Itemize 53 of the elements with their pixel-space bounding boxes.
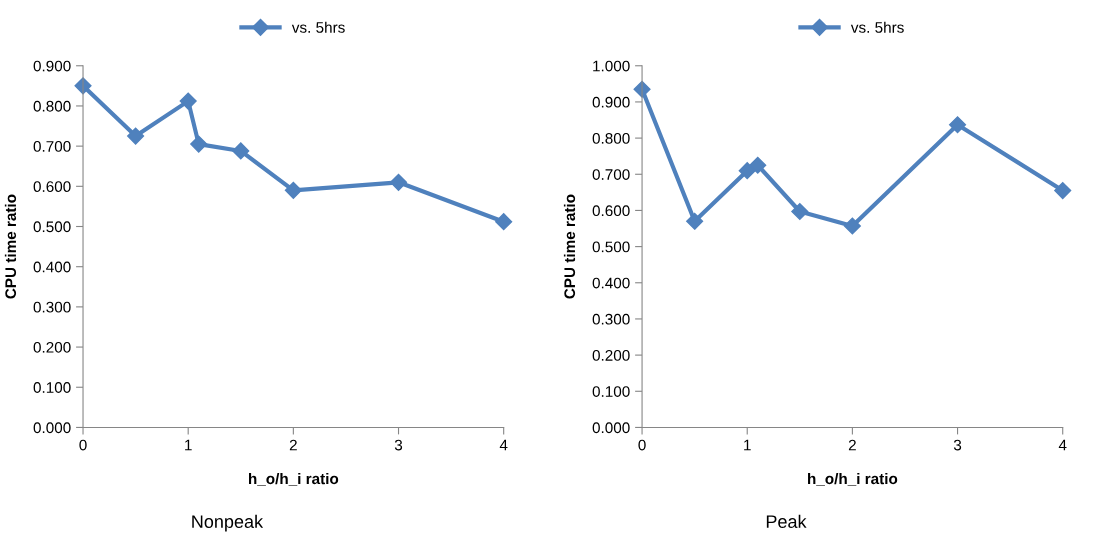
text: Peak xyxy=(766,514,807,528)
x-axis-title: h_o/h_i ratio xyxy=(808,472,898,486)
y-tick-label: 1.000 xyxy=(593,60,630,72)
x-tick-label: 4 xyxy=(499,439,508,451)
y-tick-label: 0.200 xyxy=(33,341,71,353)
y-tick-label: 0.700 xyxy=(592,169,630,180)
y-tick-label: 0.700 xyxy=(33,141,71,152)
x-tick-label: 1 xyxy=(185,439,192,451)
point xyxy=(232,142,250,160)
y-tick-label: 0.400 xyxy=(33,261,71,273)
y-tick-label: 0.900 xyxy=(592,96,630,108)
y-tick-label: 0.100 xyxy=(33,382,71,393)
y-tick-label: 0.100 xyxy=(592,386,630,397)
y-axis-title: CPU time ratio xyxy=(563,194,576,299)
point xyxy=(284,181,302,199)
point xyxy=(495,213,513,231)
y-tick-label: 0.000 xyxy=(33,422,71,434)
point xyxy=(389,173,408,191)
point xyxy=(843,217,861,235)
x-tick-label: 4 xyxy=(1058,439,1067,451)
point xyxy=(749,156,767,174)
y-tick-label: 0.000 xyxy=(592,422,630,434)
y-axis-title: CPU time ratio xyxy=(4,194,17,299)
point xyxy=(738,162,756,180)
x-tick-label: 3 xyxy=(953,439,962,451)
y-tick-label: 0.600 xyxy=(33,181,71,193)
y-tick-label: 0.300 xyxy=(33,301,71,313)
y-tick-label: 0.900 xyxy=(33,60,71,72)
x-tick-label: 2 xyxy=(848,439,856,451)
y-tick-label: 0.600 xyxy=(592,205,630,217)
x-tick-label: 1 xyxy=(744,439,751,451)
point xyxy=(949,116,967,134)
legend-label: vs. 5hrs xyxy=(291,21,345,33)
y-tick-label: 0.800 xyxy=(33,100,71,112)
point xyxy=(791,202,809,221)
x-tick-label: 3 xyxy=(394,439,403,451)
x-tick-label: 0 xyxy=(638,439,646,451)
y-tick-label: 0.400 xyxy=(592,277,630,289)
y-tick-label: 0.500 xyxy=(33,221,71,233)
y-tick-label: 0.800 xyxy=(592,132,630,144)
point xyxy=(127,127,145,145)
x-tick-label: 0 xyxy=(79,439,87,451)
x-tick-label: 2 xyxy=(289,439,297,451)
x-axis-title: h_o/h_i ratio xyxy=(249,472,339,486)
y-tick-label: 0.500 xyxy=(592,241,630,253)
point xyxy=(179,92,197,110)
y-tick-label: 0.200 xyxy=(592,349,630,361)
legend-label: vs. 5hrs xyxy=(850,21,904,33)
point xyxy=(686,212,704,230)
text: Nonpeak xyxy=(192,514,264,532)
y-tick-label: 0.300 xyxy=(592,313,630,325)
point xyxy=(190,135,208,153)
point xyxy=(1054,181,1072,200)
